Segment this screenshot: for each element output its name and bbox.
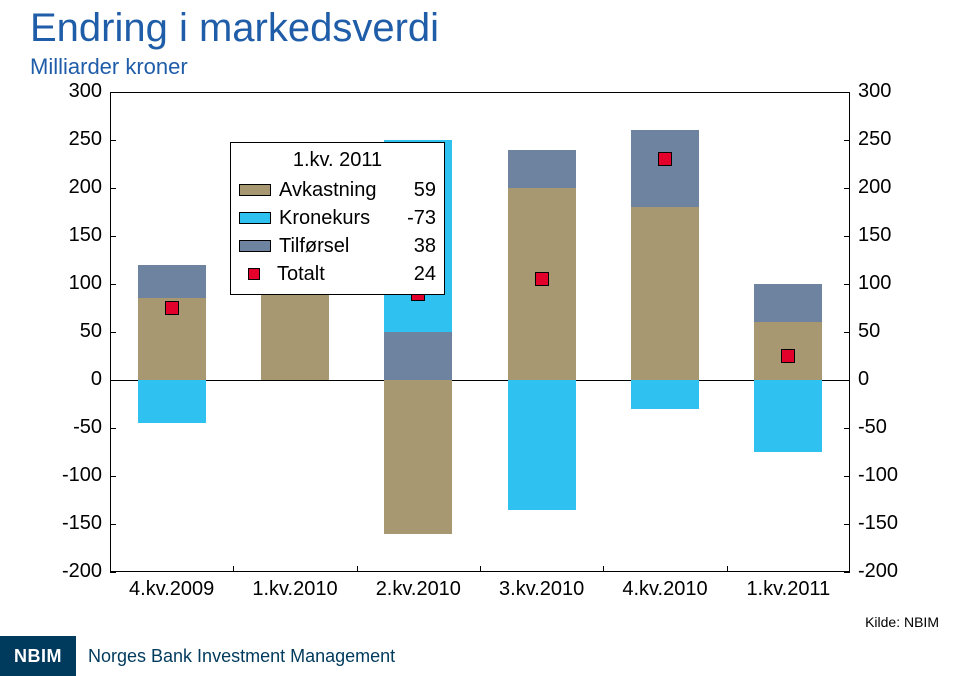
bar-kronekurs (508, 380, 576, 510)
bar-tilforsel (508, 150, 576, 188)
total-marker (658, 152, 672, 166)
legend-swatch (239, 184, 271, 196)
bar-tilforsel (631, 130, 699, 207)
legend-label: Avkastning (279, 179, 396, 202)
total-marker (781, 349, 795, 363)
y-axis-label: 300 (30, 80, 102, 103)
legend-value: 38 (396, 235, 436, 258)
legend-value: 24 (396, 263, 436, 286)
legend-label: Kronekurs (279, 207, 396, 230)
y-axis-label: 250 (858, 128, 891, 151)
x-axis-label: 3.kv.2010 (480, 578, 603, 601)
y-axis-label: 200 (30, 176, 102, 199)
y-axis-label: 0 (858, 368, 869, 391)
legend-value: 59 (396, 179, 436, 202)
y-axis-label: 100 (858, 272, 891, 295)
y-axis-label: 100 (30, 272, 102, 295)
x-axis-label: 2.kv.2010 (357, 578, 480, 601)
y-axis-label: -50 (858, 416, 887, 439)
source-label: Kilde: NBIM (865, 614, 939, 630)
y-axis-label: 50 (30, 320, 102, 343)
y-axis-label: 250 (30, 128, 102, 151)
x-axis-label: 4.kv.2009 (110, 578, 233, 601)
legend-row: Avkastning59 (239, 176, 436, 204)
x-axis-label: 4.kv.2010 (603, 578, 726, 601)
chart-subtitle: Milliarder kroner (30, 54, 188, 80)
x-axis-label: 1.kv.2010 (233, 578, 356, 601)
legend-value: -73 (396, 207, 436, 230)
legend-swatch (239, 240, 271, 252)
y-axis-label: -200 (858, 560, 898, 583)
bar-tilforsel (384, 332, 452, 380)
bar-avkastning (631, 207, 699, 380)
bar-kronekurs (631, 380, 699, 409)
legend-title: 1.kv. 2011 (239, 149, 436, 172)
x-axis-label: 1.kv.2011 (727, 578, 850, 601)
y-axis-label: 150 (30, 224, 102, 247)
bar-kronekurs (138, 380, 206, 423)
bar-tilforsel (138, 265, 206, 299)
legend-box: 1.kv. 2011 Avkastning59Kronekurs-73Tilfø… (230, 142, 445, 295)
y-axis-label: -50 (30, 416, 102, 439)
y-axis-label: -150 (30, 512, 102, 535)
y-axis-label: -100 (858, 464, 898, 487)
y-axis-label: 50 (858, 320, 880, 343)
legend-swatch (239, 212, 271, 224)
y-axis-label: 0 (30, 368, 102, 391)
y-axis-label: 150 (858, 224, 891, 247)
y-axis-label: 200 (858, 176, 891, 199)
bar-kronekurs (754, 380, 822, 452)
legend-label: Totalt (277, 263, 396, 286)
plot-area (110, 92, 850, 572)
y-axis-label: -150 (858, 512, 898, 535)
org-name: Norges Bank Investment Management (88, 646, 395, 667)
bar-tilforsel (754, 284, 822, 322)
legend-row: Tilførsel38 (239, 232, 436, 260)
total-marker (535, 272, 549, 286)
legend-label: Tilførsel (279, 235, 396, 258)
y-axis-label: -100 (30, 464, 102, 487)
nbim-logo: NBIM (0, 636, 76, 676)
legend-row: Kronekurs-73 (239, 204, 436, 232)
legend-marker-icon (248, 268, 260, 280)
chart-title: Endring i markedsverdi (30, 6, 439, 51)
total-marker (165, 301, 179, 315)
legend-row: Totalt24 (239, 260, 436, 288)
footer: NBIM Norges Bank Investment Management (0, 636, 959, 676)
y-axis-label: 300 (858, 80, 891, 103)
bar-avkastning (384, 380, 452, 534)
chart-area: 300 250 200 150 100 50 0 -50 -100 -150 -200 300 250… (30, 82, 930, 612)
y-axis-label: -200 (30, 560, 102, 583)
